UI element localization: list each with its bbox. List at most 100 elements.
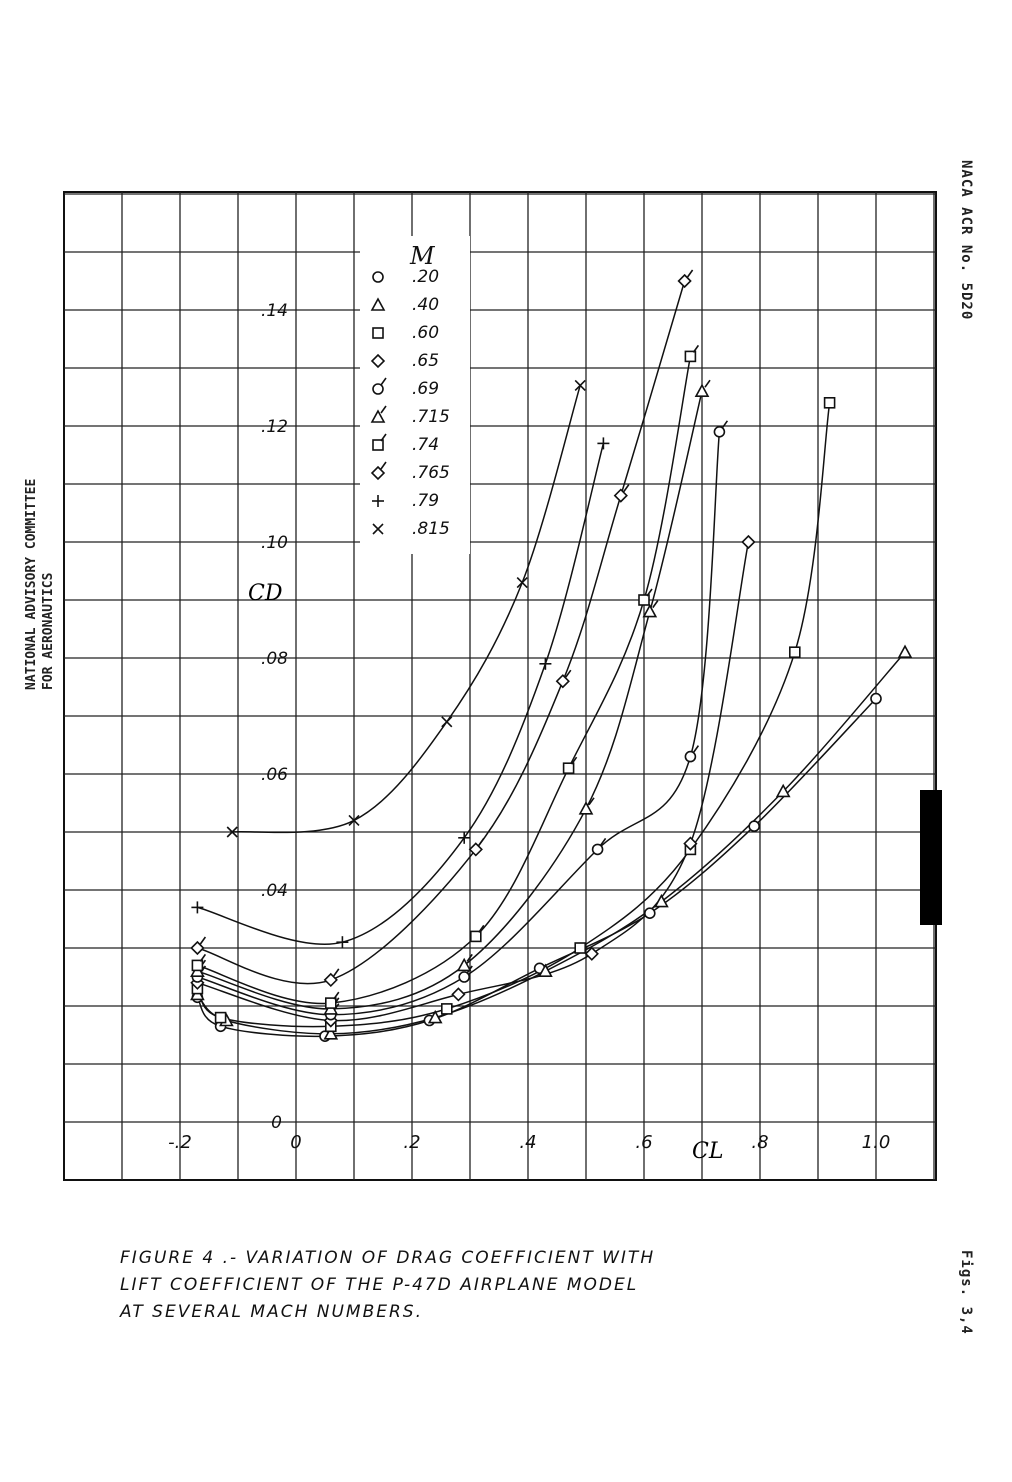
marker-.715 <box>456 953 473 972</box>
marker-square <box>372 327 384 339</box>
marker-flag <box>570 756 578 765</box>
marker-.60 <box>574 942 587 954</box>
marker-flag <box>380 405 387 414</box>
grid <box>63 191 937 1181</box>
marker-square <box>372 439 384 451</box>
marker-circle <box>591 843 604 856</box>
axis-titles: CD CL <box>248 581 723 1164</box>
marker-.65 <box>683 836 698 851</box>
legend-label: .815 <box>412 519 450 539</box>
marker-diamond <box>555 674 570 689</box>
marker-.765 <box>370 461 387 481</box>
series-line-M.79 <box>197 443 605 945</box>
marker-.79 <box>191 901 204 914</box>
marker-flag <box>380 461 387 470</box>
marker-.74 <box>372 433 387 451</box>
marker-.765 <box>468 837 485 857</box>
x-tick-label: .2 <box>403 1132 420 1153</box>
marker-flag <box>704 379 711 388</box>
marker-triangle <box>323 1026 339 1040</box>
marker-.765 <box>555 669 572 689</box>
y-tick-label: .06 <box>261 765 288 785</box>
marker-.69 <box>372 377 387 395</box>
x-tick-label: -.2 <box>168 1132 192 1153</box>
committee-line-2: FOR AERONAUTICS <box>41 572 56 690</box>
marker-diamond <box>613 488 628 503</box>
legend-label: .715 <box>412 407 450 427</box>
marker-.74 <box>562 756 578 775</box>
marker-circle <box>684 750 697 763</box>
y-tick-label: .04 <box>261 881 288 901</box>
marker-.40 <box>654 893 669 908</box>
marker-flag <box>380 433 387 442</box>
marker-.715 <box>578 797 595 815</box>
marker-.40 <box>775 783 791 798</box>
series-markers <box>190 269 913 1042</box>
marker-.74 <box>469 924 485 943</box>
marker-.69 <box>713 420 729 438</box>
marker-.765 <box>677 269 694 289</box>
marker-circle <box>372 271 384 283</box>
marker-diamond <box>584 946 599 961</box>
marker-circle <box>713 425 726 438</box>
marker-flag <box>466 953 473 962</box>
marker-x-b <box>348 814 360 826</box>
marker-triangle <box>775 783 791 798</box>
caption-line-3: AT SEVERAL MACH NUMBERS. <box>120 1302 423 1322</box>
marker-.815 <box>348 814 360 826</box>
marker-flag <box>652 600 659 609</box>
marker-square <box>684 350 697 363</box>
legend: M.20 .40 .60 .65 .69 .715 .74 .765 .79 .815 <box>360 236 470 554</box>
x-tick-label: .8 <box>751 1132 768 1153</box>
series-line-M.60 <box>196 402 831 1028</box>
marker-flag <box>623 484 630 493</box>
marker-.60 <box>788 646 801 659</box>
marker-triangle <box>654 893 669 908</box>
marker-circle <box>643 907 656 920</box>
marker-diamond <box>677 273 692 289</box>
marker-.715 <box>642 600 659 618</box>
marker-square <box>191 959 204 972</box>
marker-diamond <box>370 465 386 481</box>
marker-square <box>823 396 836 409</box>
marker-.79 <box>336 936 349 949</box>
marker-circle <box>748 820 761 833</box>
marker-.74 <box>638 588 653 606</box>
marker-.65 <box>584 946 599 961</box>
marker-.79 <box>539 657 552 670</box>
marker-diamond <box>370 353 386 369</box>
marker-flag <box>199 936 207 945</box>
marker-triangle <box>897 644 913 659</box>
y-tick-label: 0 <box>271 1113 282 1133</box>
x-tick-label: .6 <box>635 1132 652 1153</box>
marker-.69 <box>591 837 607 856</box>
caption-line-1: FIGURE 4 .- VARIATION OF DRAG COEFFICIEN… <box>120 1248 656 1268</box>
marker-triangle <box>370 409 386 423</box>
marker-flag <box>565 669 572 678</box>
marker-circle <box>870 692 882 705</box>
figure-number-label: Figs. 3,4 <box>958 1250 974 1335</box>
marker-.65 <box>741 534 756 550</box>
marker-x-b <box>226 826 238 838</box>
marker-square <box>788 646 801 659</box>
marker-.65 <box>370 353 386 369</box>
marker-diamond <box>323 972 338 988</box>
marker-.60 <box>440 1003 453 1015</box>
marker-triangle <box>538 963 553 978</box>
marker-.40 <box>427 1009 443 1024</box>
x-tick-label: .4 <box>519 1132 536 1153</box>
marker-square <box>469 930 482 943</box>
marker-.79 <box>372 495 384 507</box>
marker-flag <box>686 269 694 278</box>
marker-x-b <box>516 577 528 589</box>
legend-title: M <box>409 242 436 270</box>
series-curves <box>196 280 906 1038</box>
y-tick-label: .10 <box>261 533 288 553</box>
marker-square <box>214 1011 227 1024</box>
marker-.765 <box>613 484 630 503</box>
marker-square <box>638 594 650 606</box>
marker-.715 <box>370 405 387 423</box>
marker-.79 <box>458 831 471 844</box>
legend-label: .40 <box>412 295 439 315</box>
